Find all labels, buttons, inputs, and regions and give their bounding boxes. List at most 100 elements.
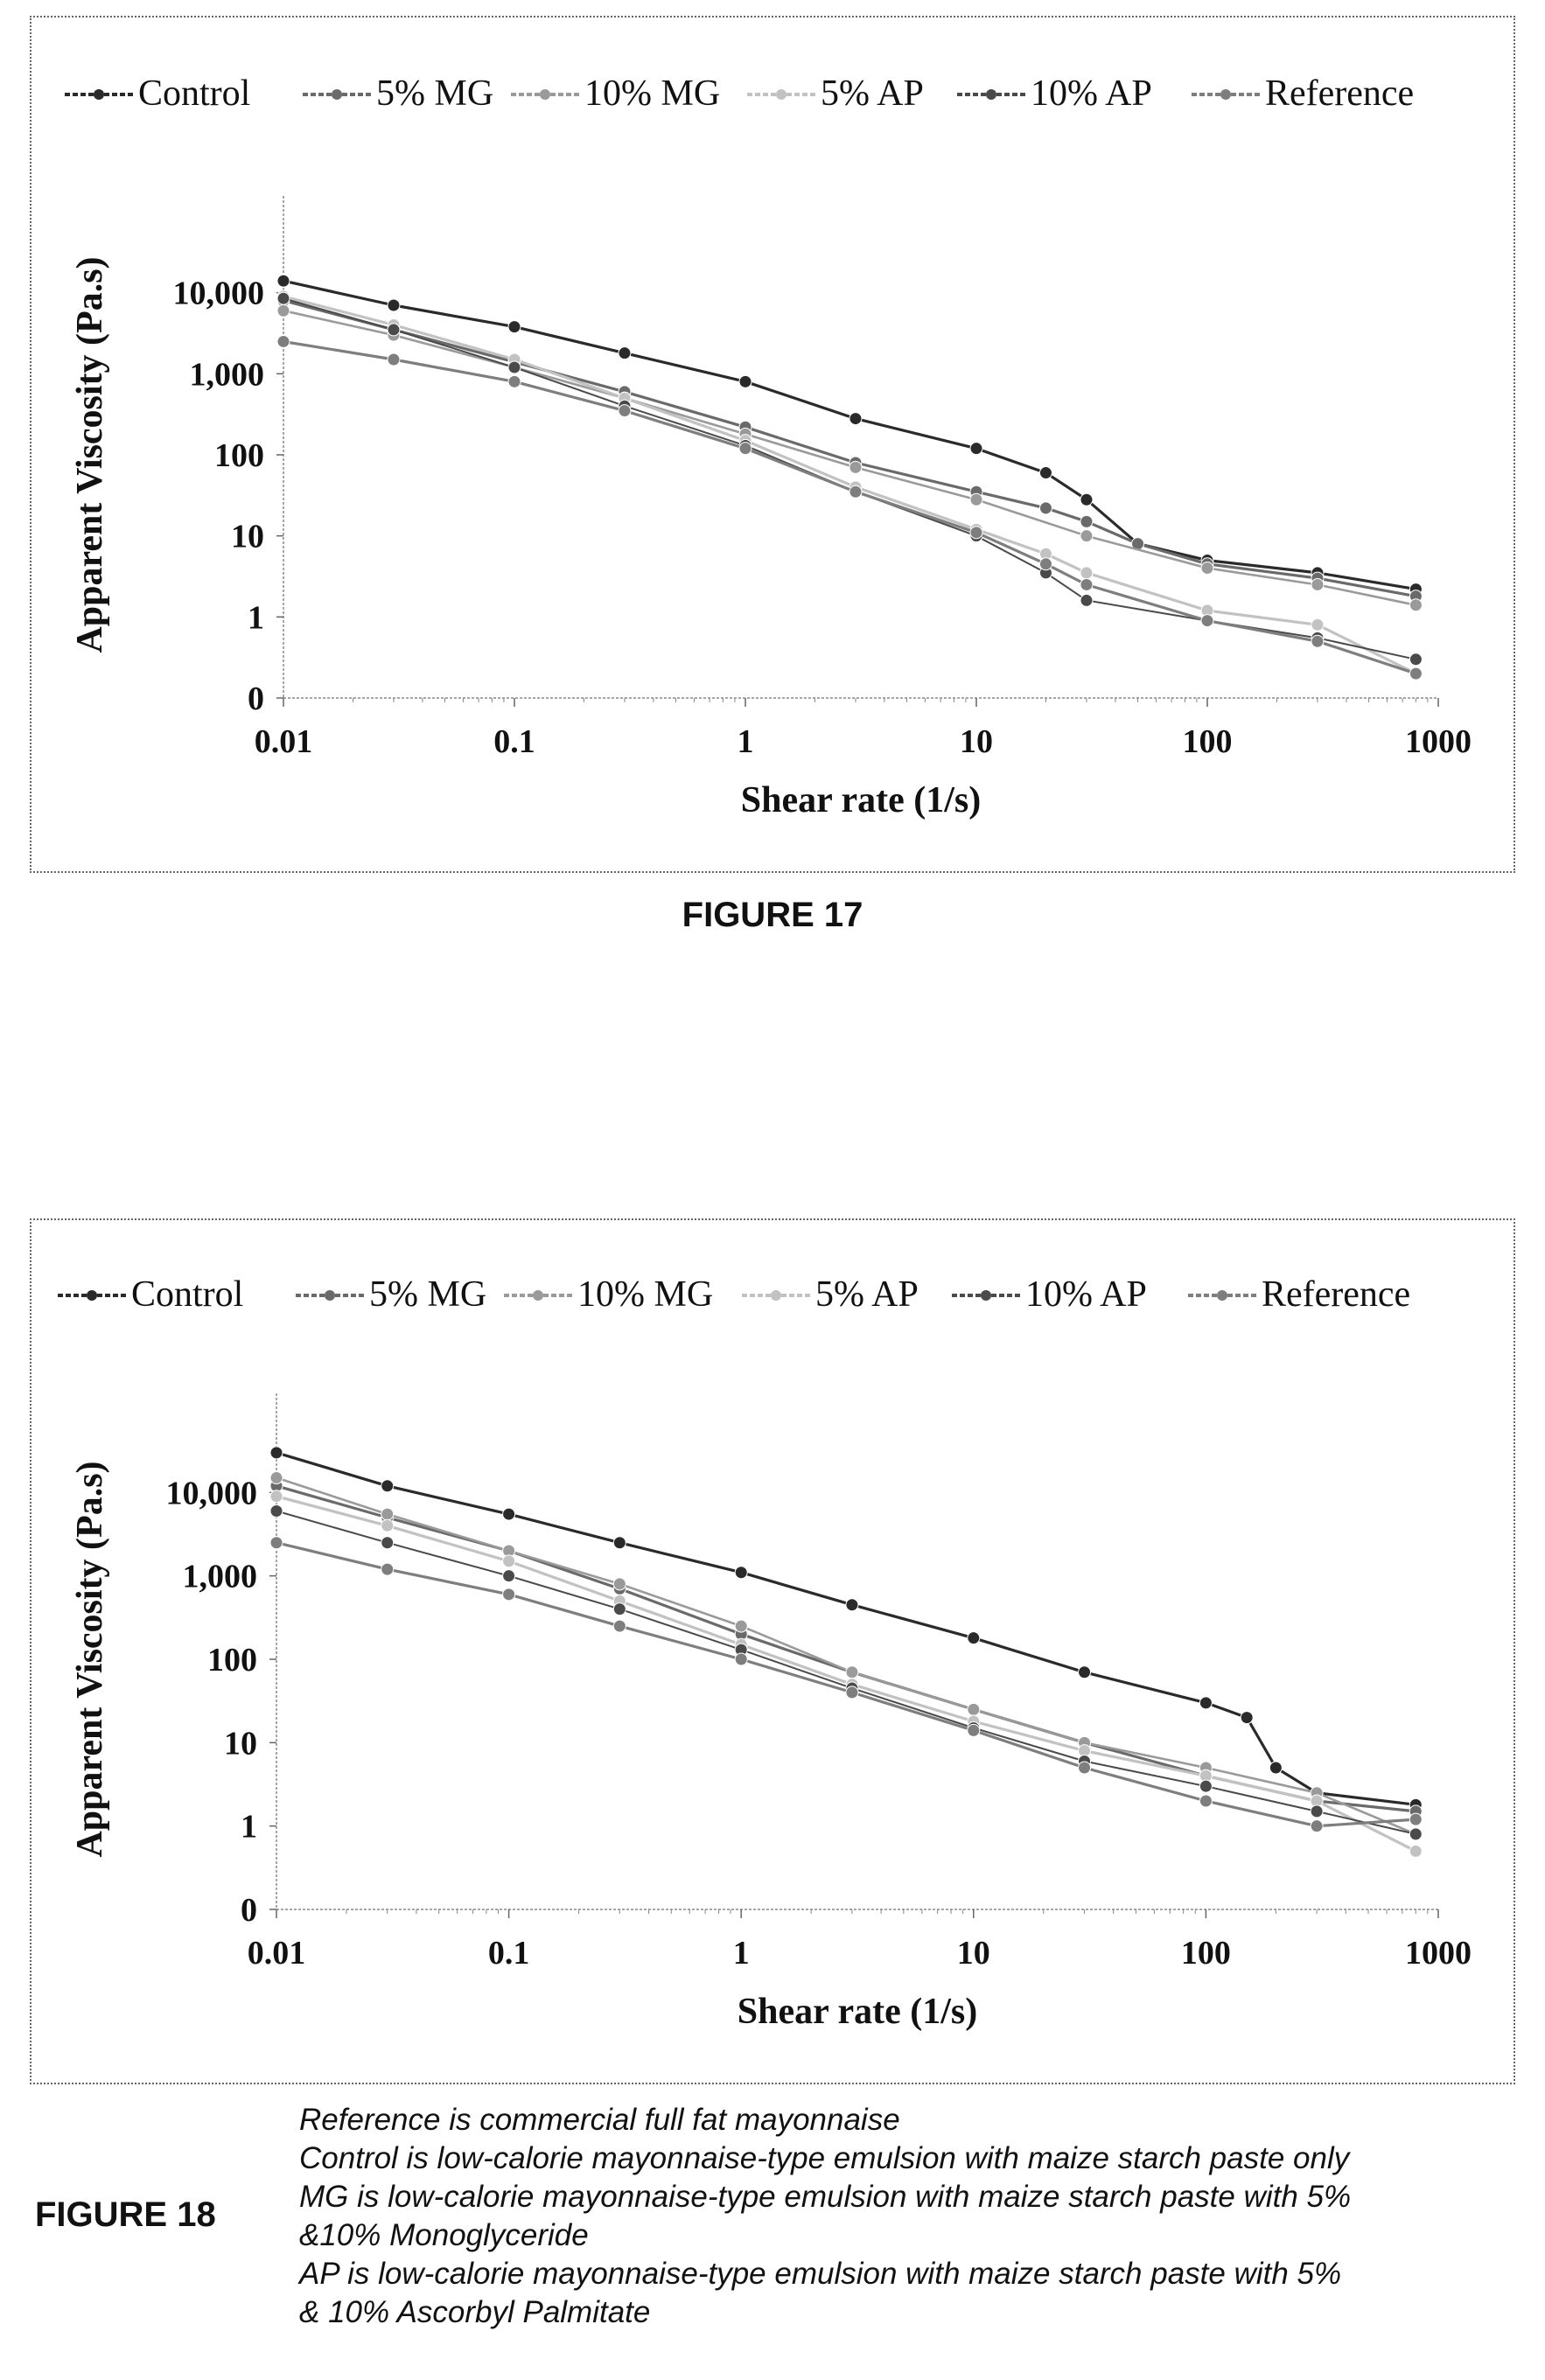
series-line [283,299,1416,598]
x-tick-label: 0.1 [493,723,535,760]
legend-label: 5% AP [821,73,924,114]
data-point [1078,1665,1092,1679]
data-point [387,323,401,337]
legend-marker [94,89,104,100]
x-tick-label: 1000 [1405,1935,1472,1972]
data-point [381,1536,395,1550]
data-point [1409,1844,1423,1858]
data-point [618,346,632,360]
legend-item-4: 10% AP [957,73,1152,114]
data-point [845,1665,859,1679]
data-point [507,320,521,334]
data-point [1199,1779,1213,1793]
data-point [1078,1761,1092,1775]
figure-18-plot: Control 5% MG 10% MG 5% AP 10% AP Reference 0 1… [58,1274,1472,2032]
data-point [269,1446,283,1460]
data-point [507,360,521,374]
note-mg-line-1: MG is low-calorie mayonnaise-type emulsi… [299,2180,1352,2214]
series-control [269,1446,1423,1811]
data-point [1199,1794,1213,1808]
data-point [269,1471,283,1485]
figure-17-plot: Control 5% MG 10% MG 5% AP 10% AP Reference 0 1… [65,73,1472,820]
x-tick-label: 1 [738,723,754,760]
x-tick-label: 100 [1181,1935,1231,1972]
data-point [734,1652,748,1666]
legend-marker [986,89,996,100]
legend-item-5: Reference [1192,73,1414,114]
chart18-x-axis-title: Shear rate (1/s) [738,1992,978,2032]
legend-marker [981,1290,991,1301]
chart18-legend: Control 5% MG 10% MG 5% AP 10% AP Reference [58,1274,1410,1315]
legend-label: 10% MG [584,73,720,114]
chart17-legend: Control 5% MG 10% MG 5% AP 10% AP Reference [65,73,1414,114]
note-mg-line-2: &10% Monoglyceride [299,2218,589,2252]
series-line [283,295,1417,675]
legend-marker [776,89,786,100]
series-control [276,274,1423,597]
x-tick-label: 0.01 [255,723,313,760]
data-point [967,1723,981,1737]
legend-marker [87,1290,97,1301]
data-point [276,304,290,318]
series-line [283,279,1416,591]
data-point [618,404,632,418]
y-tick-label: 1,000 [183,1559,258,1595]
y-tick-label: 100 [207,1642,257,1679]
series-line [276,1451,1416,1806]
data-point [269,1490,283,1504]
figure-17-chart: Control 5% MG 10% MG 5% AP 10% AP Reference 0 1… [30,16,1515,873]
y-tick-label: 10 [231,519,264,555]
data-point [734,1566,748,1580]
legend-marker [332,89,342,100]
legend-label: 5% MG [376,73,493,114]
series-reference [269,1536,1423,1833]
series-line [283,309,1416,607]
data-point [845,1598,859,1612]
legend-item-4: 10% AP [952,1274,1147,1315]
note-ap-line-1: AP is low-calorie mayonnaise-type emulsi… [299,2257,1342,2291]
data-point [1409,1812,1423,1826]
data-point [967,1702,981,1716]
data-point [387,352,401,366]
data-point [969,492,983,506]
chart18-y-axis-title: Apparent Viscosity (Pa.s) [70,1461,110,1857]
legend-label: 10% AP [1031,73,1152,114]
data-point [1080,492,1094,506]
data-point [269,1504,283,1518]
data-point [1080,593,1094,607]
y-tick-label: 10,000 [173,276,265,312]
data-point [612,1619,626,1633]
figure-18-notes: Reference is commercial full fat mayonna… [299,2101,1524,2332]
data-point [502,1554,516,1568]
chart17-x-axis-title: Shear rate (1/s) [741,780,982,820]
data-point [1199,1696,1213,1710]
data-point [969,442,983,456]
series-line [276,1484,1416,1813]
data-point [1311,577,1325,591]
y-tick-label: 1 [241,1809,257,1846]
data-point [1038,466,1052,480]
data-point [738,374,752,388]
data-point [502,1588,516,1602]
legend-marker [771,1290,781,1301]
data-point [967,1631,981,1645]
legend-item-0: Control [65,73,250,114]
data-point [276,274,290,288]
note-control: Control is low-calorie mayonnaise-type e… [299,2141,1350,2175]
legend-item-2: 10% MG [504,1274,713,1315]
data-point [276,291,290,305]
legend-item-5: Reference [1188,1274,1410,1315]
legend-label: Reference [1262,1274,1410,1315]
series-line [283,339,1416,675]
data-point [1080,514,1094,528]
legend-item-1: 5% MG [296,1274,486,1315]
data-point [849,485,863,499]
data-point [1080,566,1094,580]
figure-17-caption: FIGURE 17 [682,896,863,934]
data-point [276,334,290,348]
data-point [502,1569,516,1583]
figure-18-chart: Control 5% MG 10% MG 5% AP 10% AP Reference 0 1… [30,1218,1515,2084]
x-tick-label: 100 [1183,723,1233,760]
y-tick-label: 1,000 [190,356,265,393]
data-point [1311,634,1325,648]
